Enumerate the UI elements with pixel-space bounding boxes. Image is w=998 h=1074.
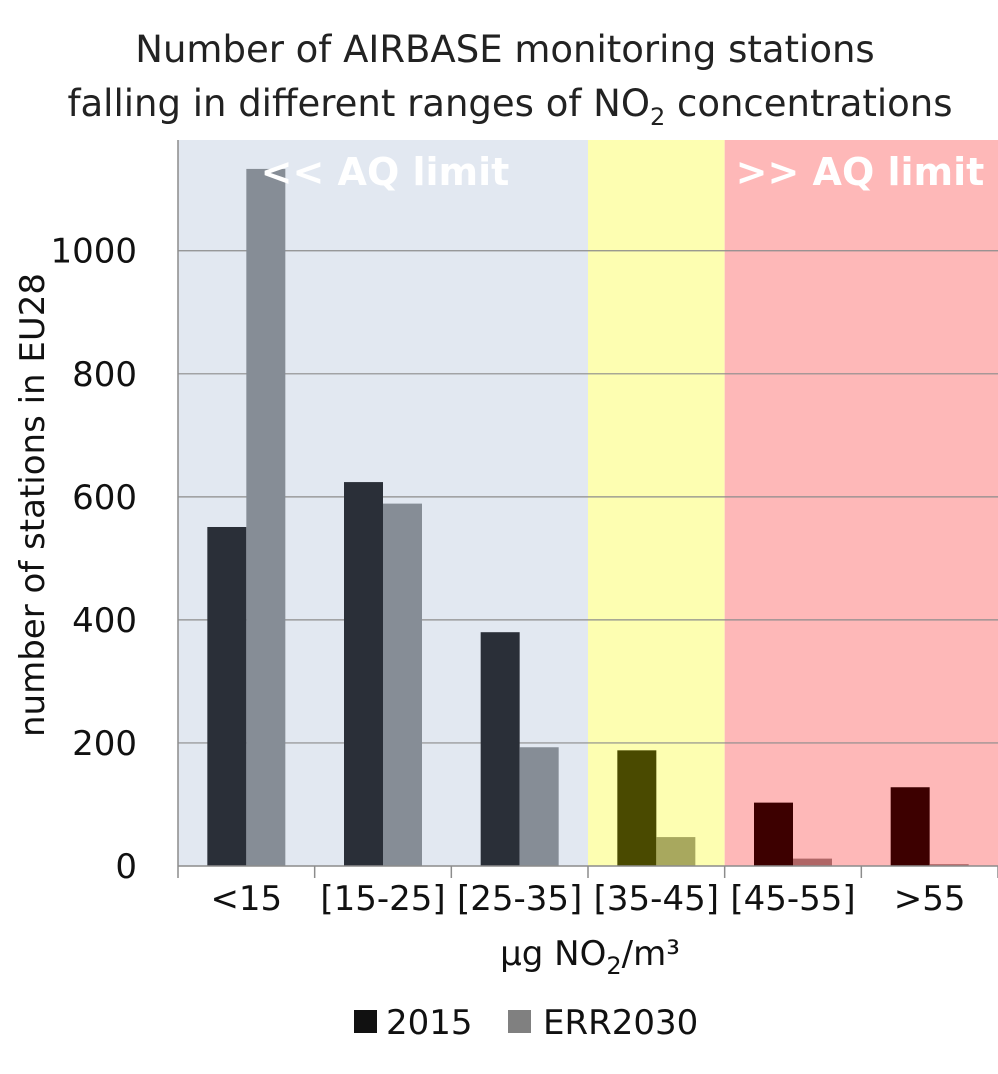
chart-title-line-1: Number of AIRBASE monitoring stations xyxy=(135,28,874,71)
y-axis-label: number of stations in EU28 xyxy=(13,273,53,737)
y-tick-label-600: 600 xyxy=(72,478,137,518)
band-label-0: << AQ limit xyxy=(261,150,510,194)
legend-swatch-2015 xyxy=(354,1010,377,1033)
axes-layer: 0 200 400 600 800 1000 <15 [15-25] [25-35] [35-45… xyxy=(50,140,998,919)
y-tick-label-0: 0 xyxy=(115,847,137,887)
bar-2015-2 xyxy=(480,632,520,866)
band-label-2: >> AQ limit xyxy=(736,150,985,194)
chart-title-line-2: falling in different ranges of NO2 conce… xyxy=(67,82,952,131)
bar-err2030-2 xyxy=(519,747,559,866)
legend-label-2015: 2015 xyxy=(386,1003,473,1043)
band-2 xyxy=(724,140,998,866)
bar-err2030-0 xyxy=(246,168,286,867)
bar-err2030-4 xyxy=(793,858,832,866)
y-tick-label-200: 200 xyxy=(72,724,137,764)
x-tick-label-1: [15-25] xyxy=(320,879,445,919)
x-tick-label-2: [25-35] xyxy=(457,879,582,919)
bar-2015-3 xyxy=(617,750,657,866)
bar-2015-0 xyxy=(207,526,247,866)
legend: 2015 ERR2030 xyxy=(354,1003,698,1043)
y-tick-label-1000: 1000 xyxy=(50,232,137,272)
x-tick-label-0: <15 xyxy=(210,879,282,919)
band-1 xyxy=(588,140,725,866)
bar-err2030-1 xyxy=(383,503,422,866)
bar-2015-1 xyxy=(344,482,383,866)
bars-layer xyxy=(207,168,969,867)
x-tick-label-4: [45-55] xyxy=(730,879,855,919)
grid-layer xyxy=(178,250,998,744)
legend-swatch-err2030 xyxy=(508,1010,531,1033)
bar-err2030-5 xyxy=(929,864,969,866)
bands-layer xyxy=(178,140,998,866)
x-tick-label-5: >55 xyxy=(894,879,966,919)
bar-2015-4 xyxy=(754,802,793,866)
x-tick-label-3: [35-45] xyxy=(594,879,719,919)
x-axis-label: µg NO2/m³ xyxy=(500,934,680,980)
bar-err2030-3 xyxy=(656,837,696,866)
bar-2015-5 xyxy=(890,787,930,866)
y-tick-label-800: 800 xyxy=(72,355,137,395)
y-tick-label-400: 400 xyxy=(72,601,137,641)
legend-label-err2030: ERR2030 xyxy=(543,1003,698,1043)
